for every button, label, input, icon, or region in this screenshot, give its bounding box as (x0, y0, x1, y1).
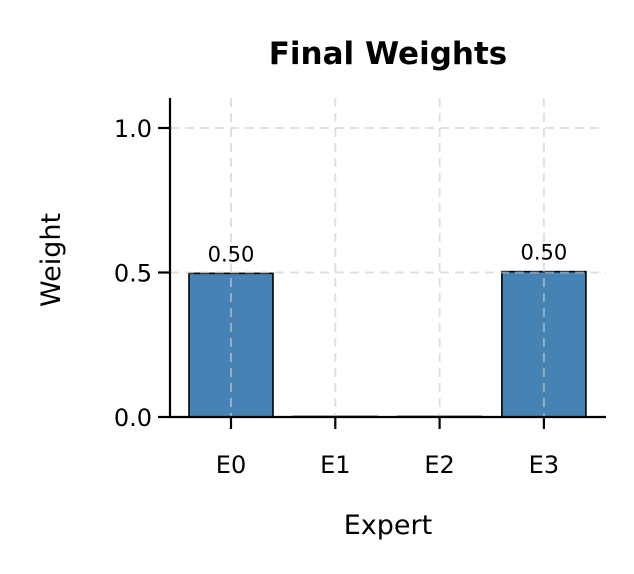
y-tick-label: 1.0 (114, 115, 152, 143)
x-tick-label: E0 (216, 451, 246, 479)
y-tick-label: 0.0 (114, 404, 152, 432)
x-tick-label: E3 (529, 451, 559, 479)
x-axis-label: Expert (344, 510, 432, 541)
x-tick-label: E1 (320, 451, 350, 479)
grid-lines-overlay (170, 98, 606, 417)
y-tick-label: 0.5 (114, 260, 152, 288)
axes: 0.0 0.5 1.0 E0 E1 E2 E3 (114, 98, 606, 479)
x-tick-label: E2 (424, 451, 454, 479)
bars (188, 270, 587, 418)
y-axis-label: Weight (36, 213, 67, 307)
chart-title: Final Weights (269, 36, 507, 72)
bar-value-label: 0.50 (521, 241, 568, 265)
value-labels: 0.50 0.50 (208, 241, 568, 267)
bar-value-label: 0.50 (208, 242, 255, 266)
